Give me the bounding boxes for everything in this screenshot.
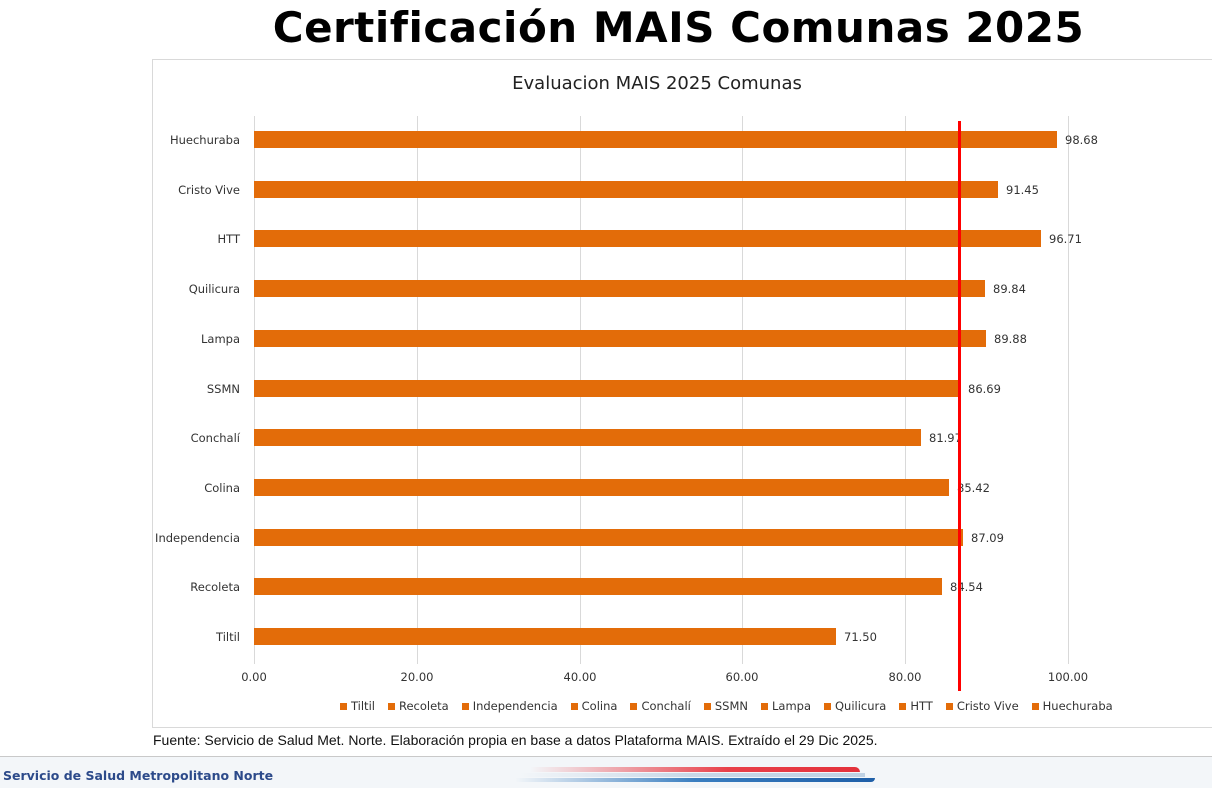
category-label: SSMN <box>206 382 240 396</box>
legend-swatch-icon <box>760 702 768 710</box>
x-tick-label: 20.00 <box>400 670 434 684</box>
legend-swatch-icon <box>899 702 907 710</box>
footer-logo-stripe-light <box>520 773 865 777</box>
legend-item: Recoleta <box>387 699 449 713</box>
chart-title: Evaluacion MAIS 2025 Comunas <box>512 73 802 94</box>
reference-line <box>958 121 961 691</box>
legend-item: Colina <box>570 699 618 713</box>
legend-label: Independencia <box>472 699 558 713</box>
legend-swatch-icon <box>630 702 638 710</box>
legend-item: Quilicura <box>824 699 886 713</box>
legend-label: HTT <box>910 699 933 713</box>
value-label: 84.54 <box>950 580 983 594</box>
bar-ssmn <box>254 380 960 397</box>
category-label: HTT <box>217 232 241 246</box>
legend-item: SSMN <box>703 699 748 713</box>
legend-label: Tiltil <box>351 699 375 713</box>
value-label: 98.68 <box>1065 133 1098 147</box>
value-label: 85.42 <box>957 481 990 495</box>
bar-huechuraba <box>254 131 1057 148</box>
value-label: 89.88 <box>994 332 1027 346</box>
legend-label: Colina <box>581 699 618 713</box>
legend-swatch-icon <box>703 702 711 710</box>
x-tick-label: 60.00 <box>725 670 759 684</box>
legend-swatch-icon <box>340 702 347 710</box>
value-label: 87.09 <box>971 531 1004 545</box>
footer-bar: Servicio de Salud Metropolitano Norte <box>0 756 1212 788</box>
category-label: Independencia <box>155 531 240 545</box>
legend-item: Huechuraba <box>1031 699 1113 713</box>
bar-cristo-vive <box>254 181 998 198</box>
legend-item: HTT <box>899 699 933 713</box>
category-label: Tiltil <box>216 630 240 644</box>
bar-colina <box>254 479 949 496</box>
value-label: 86.69 <box>968 382 1001 396</box>
x-tick-label: 100.00 <box>1047 670 1089 684</box>
legend-label: Conchalí <box>641 699 691 713</box>
value-label: 91.45 <box>1006 183 1039 197</box>
bar-independencia <box>254 529 963 546</box>
footer-logo-stripe-blue <box>515 778 875 782</box>
footer-org-name: Servicio de Salud Metropolitano Norte <box>3 768 274 783</box>
legend-swatch-icon <box>570 702 578 710</box>
bar-recoleta <box>254 578 942 595</box>
legend-label: Recoleta <box>398 699 449 713</box>
footer-logo-stripe-red <box>530 767 860 772</box>
legend-swatch-icon <box>945 702 953 710</box>
legend-label: Cristo Vive <box>956 699 1019 713</box>
bar-conchal- <box>254 429 921 446</box>
x-tick-label: 40.00 <box>563 670 597 684</box>
category-label: Colina <box>204 481 240 495</box>
legend-label: SSMN <box>714 699 748 713</box>
page-title: Certificación MAIS Comunas 2025 <box>272 3 1085 52</box>
bar-lampa <box>254 330 986 347</box>
chart-legend: Tiltil Recoleta Independencia Colina Conchal… <box>340 699 1126 713</box>
legend-item: Cristo Vive <box>945 699 1019 713</box>
legend-swatch-icon <box>824 702 831 710</box>
category-label: Recoleta <box>190 580 240 594</box>
legend-label: Huechuraba <box>1042 699 1113 713</box>
gridline <box>1068 116 1069 664</box>
value-label: 89.84 <box>993 282 1026 296</box>
category-label: Lampa <box>200 332 240 346</box>
legend-item: Tiltil <box>340 699 375 713</box>
legend-label: Quilicura <box>835 699 887 713</box>
bar-htt <box>254 230 1041 247</box>
x-tick-label: 80.00 <box>888 670 922 684</box>
category-label: Conchalí <box>190 431 240 445</box>
legend-swatch-icon <box>387 702 395 710</box>
legend-item: Independencia <box>461 699 558 713</box>
legend-item: Lampa <box>760 699 811 713</box>
category-label: Cristo Vive <box>178 183 240 197</box>
category-label: Huechuraba <box>169 133 240 147</box>
legend-swatch-icon <box>461 702 469 710</box>
legend-item: Conchalí <box>630 699 691 713</box>
value-label: 96.71 <box>1049 232 1082 246</box>
category-label: Quilicura <box>188 282 240 296</box>
legend-swatch-icon <box>1031 702 1039 710</box>
value-label: 81.97 <box>929 431 962 445</box>
legend-label: Lampa <box>771 699 811 713</box>
x-tick-label: 0.00 <box>241 670 267 684</box>
value-label: 71.50 <box>844 630 877 644</box>
bar-quilicura <box>254 280 985 297</box>
bar-tiltil <box>254 628 836 645</box>
source-note: Fuente: Servicio de Salud Met. Norte. El… <box>153 732 878 748</box>
